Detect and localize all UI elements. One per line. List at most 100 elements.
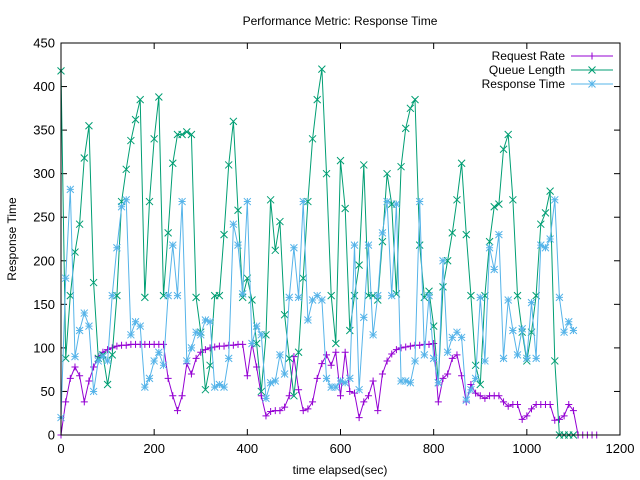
queue-length-point [495,200,503,209]
legend-label-response-time: Response Time [482,77,566,91]
y-tick-label: 100 [33,340,55,355]
request-rate-point [472,389,480,397]
queue-length-point [318,65,326,73]
request-rate-point [430,340,438,348]
response-time-point [355,385,363,394]
queue-length-point [383,169,391,178]
response-time-point [248,339,256,348]
queue-length-point [462,230,471,239]
response-time-point [462,396,471,405]
queue-length-point [336,156,345,165]
response-time-point [327,383,336,391]
response-time-point [378,229,387,237]
request-rate-point [374,407,382,415]
queue-length-point [513,291,522,300]
queue-length-point [457,159,466,168]
queue-length-point [215,291,224,300]
response-time-point [187,344,196,352]
response-time-point [345,374,354,383]
queue-length-point [280,310,289,319]
queue-length-point [411,95,419,104]
response-time-point [113,243,121,252]
response-time-point [476,293,485,302]
queue-length-point [504,130,513,139]
response-time-point [406,378,415,387]
legend-label-queue-length: Queue Length [489,63,565,77]
response-time-point [439,256,447,265]
queue-length-point [257,387,266,396]
legend-marker-queue-length [588,66,596,74]
response-time-point [443,348,452,357]
request-rate-point [337,392,344,400]
response-time-point [85,322,93,330]
queue-length-point [248,296,256,304]
request-rate-point [192,354,200,362]
chart-title: Performance Metric: Response Time [243,14,438,28]
queue-length-point [378,237,387,246]
response-time-point [527,298,536,307]
queue-length-point [89,278,98,287]
response-time-point [448,333,457,342]
queue-length-point [187,130,196,139]
queue-length-point [136,95,145,104]
response-time-point [541,243,550,252]
response-time-point [471,374,480,383]
response-time-point [536,241,545,249]
request-rate-point [304,405,312,413]
queue-length-point [341,204,350,213]
response-time-point [560,328,568,337]
x-tick-label: 600 [330,441,352,456]
queue-length-point [229,117,238,126]
response-time-point [122,195,131,204]
response-time-point [425,291,433,300]
request-rate-point [113,342,121,350]
request-rate-point [378,370,386,378]
response-time-point [154,348,163,357]
queue-length-point [80,154,89,162]
x-tick-label: 0 [57,441,64,456]
y-tick-label: 350 [33,123,55,138]
request-rate-point [71,363,79,371]
response-time-point [150,357,159,365]
response-time-point [420,351,429,359]
response-time-point [490,265,499,274]
response-time-point [61,274,70,283]
response-time-point [103,357,112,365]
request-rate-point [504,402,512,410]
response-time-point [243,197,252,206]
response-time-point [196,330,205,339]
request-rate-point [341,348,349,356]
response-time-point [392,200,401,209]
request-rate-point [318,360,326,368]
queue-length-point [206,361,214,370]
request-rate-point [201,346,209,354]
request-rate-point [327,361,335,369]
queue-length-point [308,134,317,143]
queue-length-point [397,162,405,171]
request-rate-point [323,351,331,359]
response-time-point [164,291,172,300]
response-time-point [280,370,289,378]
response-time-point [509,326,517,335]
request-rate-point [159,340,167,348]
y-axis-label: Response Time [5,197,19,281]
queue-length-point [164,229,172,237]
queue-length-point [439,283,447,291]
y-tick-label: 150 [33,297,55,312]
queue-length-point [359,161,368,169]
response-time-point [318,296,326,304]
response-time-point [369,330,377,339]
queue-length-point [66,291,75,300]
request-rate-point [495,392,503,400]
queue-length-point [234,206,242,215]
queue-length-point [294,348,303,357]
response-time-point [359,313,368,322]
request-rate-point [565,401,573,409]
response-time-point [80,309,89,317]
queue-length-point [546,187,554,195]
y-tick-label: 450 [33,36,55,51]
queue-length-point [453,195,461,204]
queue-length-point [499,145,508,154]
